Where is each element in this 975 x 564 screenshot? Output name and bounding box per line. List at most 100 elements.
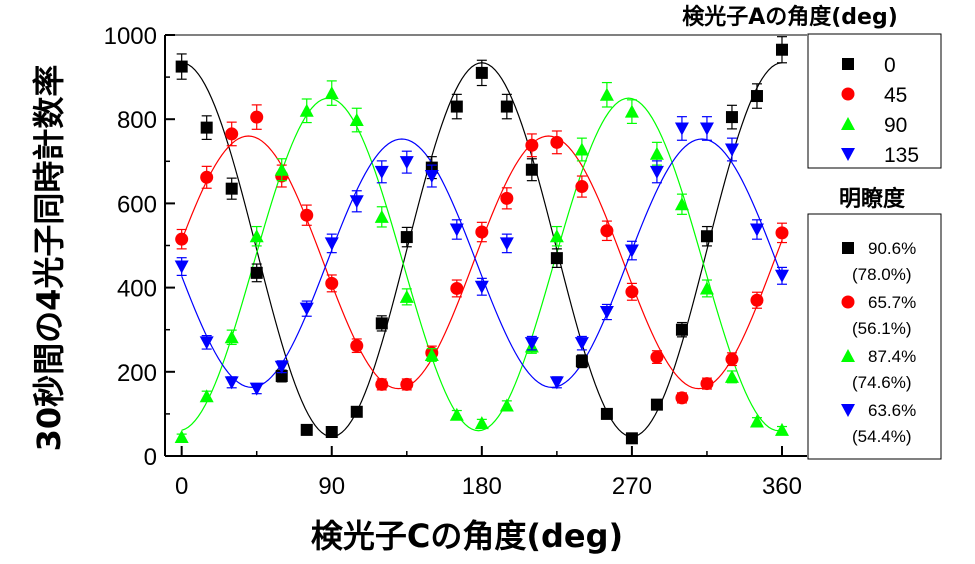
visibility-marker-3 (841, 404, 855, 417)
data-point-series-2 (374, 209, 389, 223)
legend-analyzer-a-title: 検光子Aの角度(deg) (682, 4, 898, 30)
data-point-series-2 (449, 407, 464, 421)
y-tick-label: 400 (117, 276, 157, 303)
data-point-series-0 (350, 405, 363, 418)
fit-curve-series-2 (181, 97, 783, 432)
legend-label: 90 (884, 114, 907, 137)
data-point-series-0 (500, 100, 513, 113)
legend-label: 135 (884, 144, 919, 167)
data-point-series-0 (325, 426, 338, 439)
legend-marker-1 (841, 87, 855, 101)
data-point-series-0 (675, 323, 688, 336)
data-point-series-2 (424, 347, 439, 361)
data-point-series-1 (300, 208, 314, 222)
visibility-corrected-value: (78.0%) (852, 265, 912, 284)
data-point-series-1 (250, 110, 264, 124)
data-point-series-1 (175, 232, 189, 246)
data-point-series-0 (375, 317, 388, 330)
data-point-series-3 (324, 237, 339, 251)
data-point-series-3 (774, 269, 789, 283)
data-point-series-3 (649, 165, 664, 179)
data-point-series-2 (624, 104, 639, 118)
y-tick-label: 0 (144, 444, 157, 471)
data-point-series-2 (199, 389, 214, 403)
data-point-series-3 (474, 280, 489, 294)
fit-curve-series-1 (181, 135, 783, 390)
y-tick-label: 600 (117, 191, 157, 218)
data-point-series-1 (400, 377, 414, 391)
fit-curve-series-3 (181, 138, 783, 388)
visibility-marker-0 (842, 242, 854, 254)
data-point-series-1 (325, 276, 339, 290)
data-point-series-0 (475, 66, 488, 79)
data-point-series-0 (700, 230, 713, 243)
x-tick-label: 90 (318, 473, 345, 500)
visibility-corrected-value: (74.6%) (852, 373, 912, 392)
data-point-series-3 (374, 165, 389, 179)
data-point-series-1 (350, 339, 364, 353)
data-point-series-2 (274, 162, 289, 176)
y-tick-label: 200 (117, 360, 157, 387)
x-tick-label: 360 (762, 473, 802, 500)
data-point-series-2 (699, 281, 714, 295)
data-point-series-3 (749, 223, 764, 237)
y-axis-title: 30秒間の4光子同時計数率 (30, 65, 68, 452)
data-point-series-1 (600, 224, 614, 238)
data-point-series-3 (249, 382, 264, 396)
data-point-series-3 (449, 223, 464, 237)
data-point-series-2 (674, 197, 689, 211)
data-point-series-1 (475, 225, 489, 239)
data-point-series-2 (499, 398, 514, 412)
data-point-series-2 (724, 369, 739, 383)
data-point-series-0 (200, 121, 213, 134)
visibility-value: 87.4% (868, 347, 916, 366)
axes: 0 200 400 600 800 1000 0 90 180 270 360 (104, 23, 807, 500)
data-point-series-0 (175, 60, 188, 73)
legend-analyzer-a-frame (807, 33, 942, 169)
x-tick-label: 0 (175, 473, 188, 500)
plot-area (174, 36, 789, 445)
data-point-series-0 (400, 231, 413, 244)
x-tick-label: 270 (612, 473, 652, 500)
visibility-corrected-value: (56.1%) (852, 319, 912, 338)
data-point-series-2 (249, 229, 264, 243)
x-tick-label: 180 (462, 473, 502, 500)
data-point-series-3 (349, 195, 364, 209)
data-point-series-3 (424, 170, 439, 184)
data-point-series-3 (624, 244, 639, 258)
data-point-series-3 (274, 360, 289, 374)
data-point-series-3 (724, 143, 739, 157)
data-point-series-1 (675, 391, 689, 405)
data-point-series-3 (699, 122, 714, 136)
data-point-series-0 (225, 182, 238, 195)
data-point-series-1 (550, 135, 564, 149)
data-point-series-2 (749, 414, 764, 428)
legend-marker-0 (842, 58, 854, 70)
data-point-series-1 (750, 293, 764, 307)
legend-marker-2 (841, 117, 855, 130)
data-point-series-3 (599, 306, 614, 320)
data-point-series-2 (774, 422, 789, 436)
data-point-series-0 (725, 111, 738, 124)
data-point-series-0 (650, 398, 663, 411)
data-point-series-2 (599, 87, 614, 101)
visibility-marker-1 (841, 295, 855, 309)
data-point-series-2 (349, 113, 364, 127)
legend-visibility-frame (807, 213, 942, 460)
legend-label: 45 (884, 84, 907, 107)
data-point-series-0 (250, 266, 263, 279)
fit-curve-series-0 (181, 62, 783, 438)
data-point-series-3 (574, 337, 589, 351)
data-point-series-0 (450, 100, 463, 113)
data-point-series-2 (474, 416, 489, 430)
data-point-series-0 (575, 355, 588, 368)
data-point-series-3 (174, 260, 189, 274)
visibility-corrected-value: (54.4%) (852, 427, 912, 446)
data-point-series-3 (524, 337, 539, 351)
legend-label: 0 (884, 54, 896, 77)
data-point-series-1 (625, 285, 639, 299)
data-point-series-1 (575, 180, 589, 194)
data-point-series-1 (650, 350, 664, 364)
data-point-series-2 (174, 430, 189, 444)
y-tick-label: 800 (117, 107, 157, 134)
